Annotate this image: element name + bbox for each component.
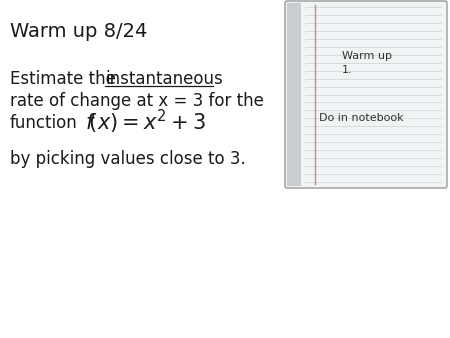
Text: Warm up: Warm up	[342, 51, 392, 61]
Text: 1.: 1.	[342, 65, 353, 75]
Text: function: function	[10, 114, 78, 132]
Text: rate of change at x = 3 for the: rate of change at x = 3 for the	[10, 92, 264, 110]
Text: $f\!(x) = x^2 + 3$: $f\!(x) = x^2 + 3$	[85, 108, 206, 136]
Bar	[287, 3, 301, 186]
Text: Warm up 8/24: Warm up 8/24	[10, 22, 148, 41]
Text: Estimate the: Estimate the	[10, 70, 121, 88]
FancyBboxPatch shape	[285, 1, 447, 188]
Text: instantaneous: instantaneous	[105, 70, 223, 88]
Text: Do in notebook: Do in notebook	[319, 113, 404, 123]
Text: by picking values close to 3.: by picking values close to 3.	[10, 150, 246, 168]
